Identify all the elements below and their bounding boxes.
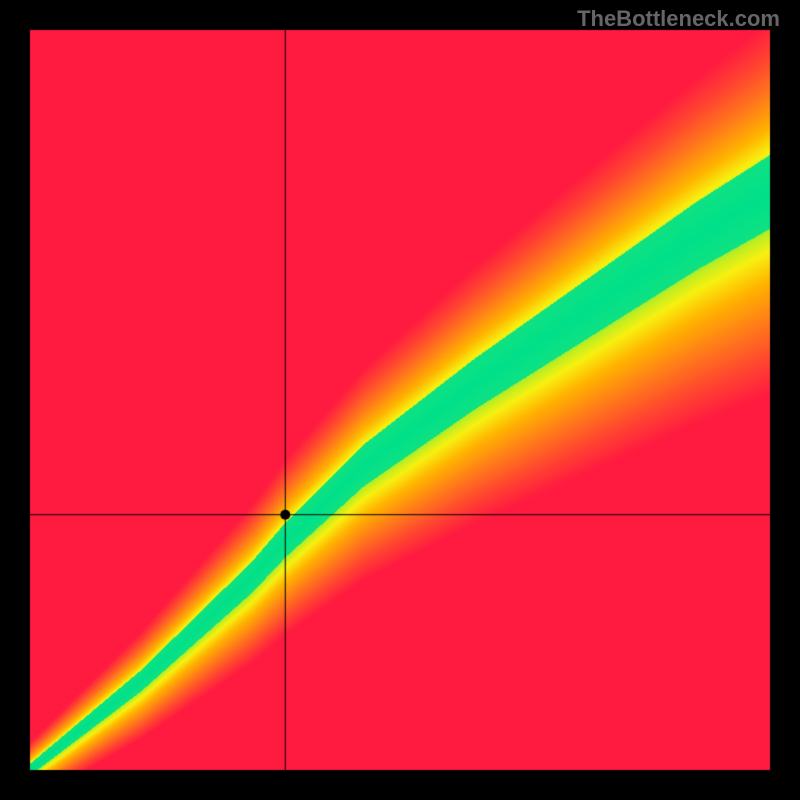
watermark-text: TheBottleneck.com bbox=[577, 6, 780, 32]
heatmap-canvas bbox=[0, 0, 800, 800]
chart-container: TheBottleneck.com bbox=[0, 0, 800, 800]
